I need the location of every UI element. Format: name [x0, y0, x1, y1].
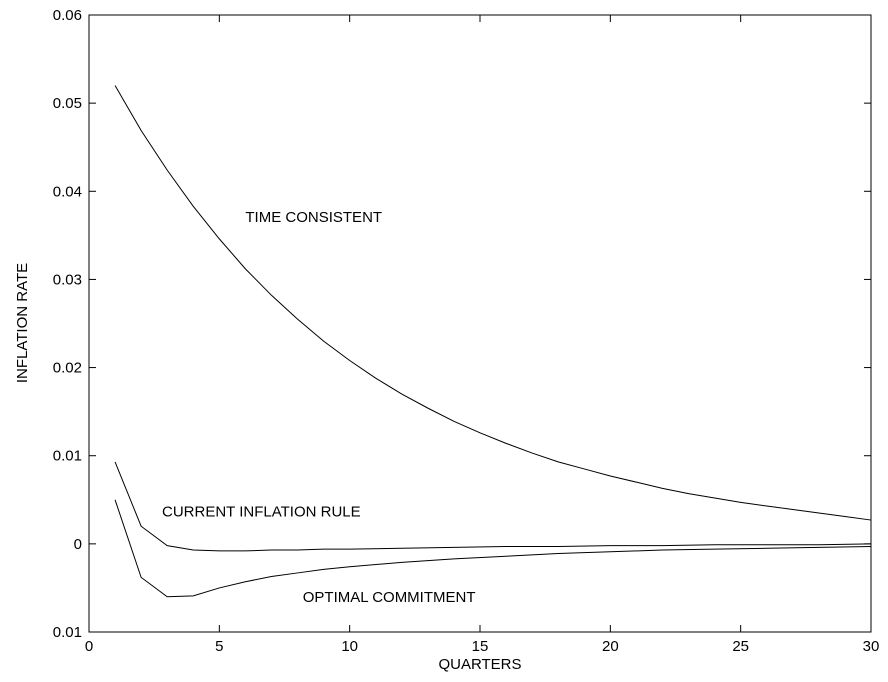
x-tick-label: 5: [215, 638, 223, 655]
y-tick-label: 0.04: [53, 183, 82, 200]
x-tick-label: 0: [85, 638, 93, 655]
y-axis-ticks: 0.01 0 0.01 0.02 0.03 0.04 0.05 0.06: [53, 7, 871, 641]
x-tick-label: 20: [602, 638, 619, 655]
series-line-time-consistent: [114, 85, 872, 521]
plot-frame: [88, 14, 872, 633]
x-tick-label: 15: [472, 638, 489, 655]
y-tick-label: 0.03: [53, 271, 82, 288]
series-annotations: TIME CONSISTENT CURRENT INFLATION RULE OPT…: [162, 209, 476, 606]
series-line-optimal-commitment: [114, 499, 872, 598]
series-label-time-consistent: TIME CONSISTENT: [245, 209, 382, 226]
series-label-optimal-commitment: OPTIMAL COMMITMENT: [303, 589, 476, 606]
y-tick-label: 0.06: [53, 7, 82, 24]
x-tick-label: 10: [341, 638, 358, 655]
series-label-current-inflation-rule: CURRENT INFLATION RULE: [162, 504, 361, 521]
series-line-current-inflation-rule: [114, 461, 872, 552]
x-axis-ticks: 0 5 10 15 20 25 30: [85, 15, 880, 655]
y-tick-label: 0.01: [53, 448, 82, 465]
series-lines: [114, 85, 872, 598]
x-tick-label: 30: [863, 638, 880, 655]
y-tick-label: 0.02: [53, 360, 82, 377]
y-tick-label: 0.01: [53, 624, 82, 641]
y-axis-title: INFLATION RATE: [14, 263, 31, 383]
y-tick-label: 0: [74, 536, 82, 553]
y-tick-label: 0.05: [53, 95, 82, 112]
x-tick-label: 25: [732, 638, 749, 655]
x-axis-title: QUARTERS: [438, 656, 521, 673]
